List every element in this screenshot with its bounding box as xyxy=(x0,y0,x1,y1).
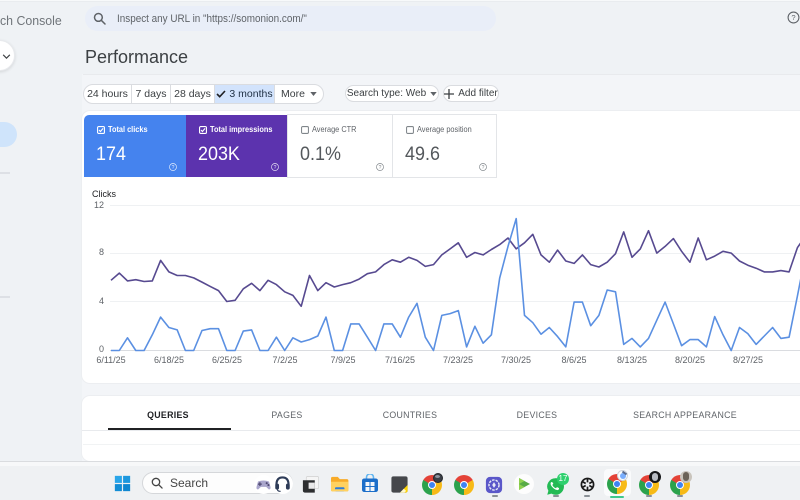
svg-text:?: ? xyxy=(482,165,485,171)
svg-text:?: ? xyxy=(274,165,277,171)
svg-text:?: ? xyxy=(379,165,382,171)
svg-text:?: ? xyxy=(791,13,795,22)
svg-text:?: ? xyxy=(172,165,175,171)
